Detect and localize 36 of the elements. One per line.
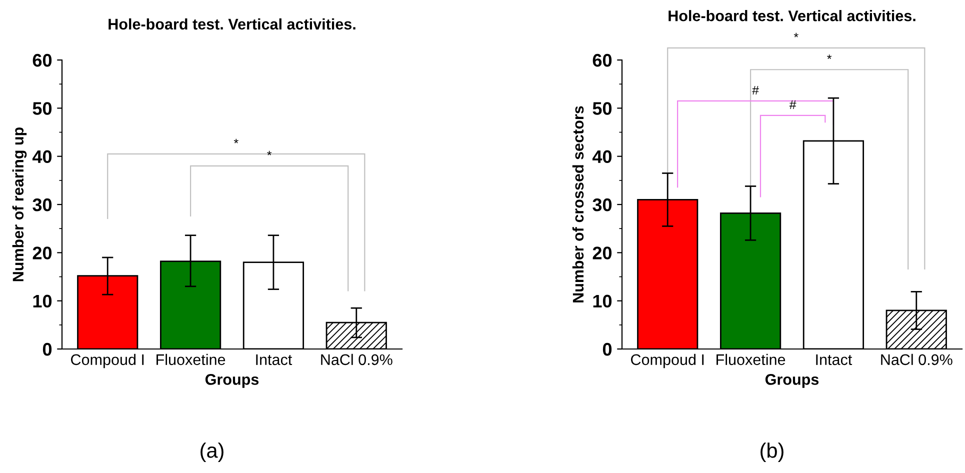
y-tick-label: 50 <box>32 102 52 115</box>
text: (b) <box>760 442 784 462</box>
annotation: * <box>234 138 238 144</box>
y-tick-label: 0 <box>602 342 612 356</box>
x-tick-label: NaCl 0.9% <box>881 354 952 366</box>
y-tick-label: 10 <box>593 294 612 308</box>
chart-title: Hole-board test. Vertical activities. <box>108 18 356 30</box>
x-tick-label: Compoud I <box>71 354 144 368</box>
y-tick-label: 60 <box>32 54 52 67</box>
y-axis-title: Number of crossed sectors <box>572 106 584 302</box>
y-tick-label: 20 <box>32 246 52 260</box>
y-tick-label: 10 <box>33 294 52 308</box>
y-tick-label: 20 <box>592 246 612 260</box>
x-axis-title: Groups <box>765 374 819 388</box>
annotation: * <box>267 150 272 156</box>
y-tick-label: 0 <box>42 342 52 356</box>
y-tick-label: 50 <box>592 102 612 115</box>
y-tick-label: 30 <box>592 198 612 212</box>
text: (a) <box>200 442 224 462</box>
text: * <box>794 32 798 38</box>
y-tick-label: 40 <box>32 150 52 164</box>
x-axis-title: Groups <box>205 374 259 388</box>
x-tick-label: Compoud I <box>631 354 704 368</box>
y-tick-label: 30 <box>32 198 52 212</box>
annotation: # <box>752 86 759 94</box>
x-tick-label: NaCl 0.9% <box>321 354 392 366</box>
y-tick-label: 60 <box>592 54 612 67</box>
y-tick-label: 40 <box>592 150 612 164</box>
annotation: # <box>789 100 796 109</box>
x-tick-label: Intact <box>816 354 852 366</box>
y-axis-title: Number of rearing up <box>12 127 27 282</box>
text: * <box>827 54 832 59</box>
x-tick-label: Fluoxetine <box>716 354 786 366</box>
x-tick-label: Fluoxetine <box>156 354 226 366</box>
chart-title: Hole-board test. Vertical activities. <box>668 10 916 22</box>
x-tick-label: Intact <box>256 354 292 366</box>
